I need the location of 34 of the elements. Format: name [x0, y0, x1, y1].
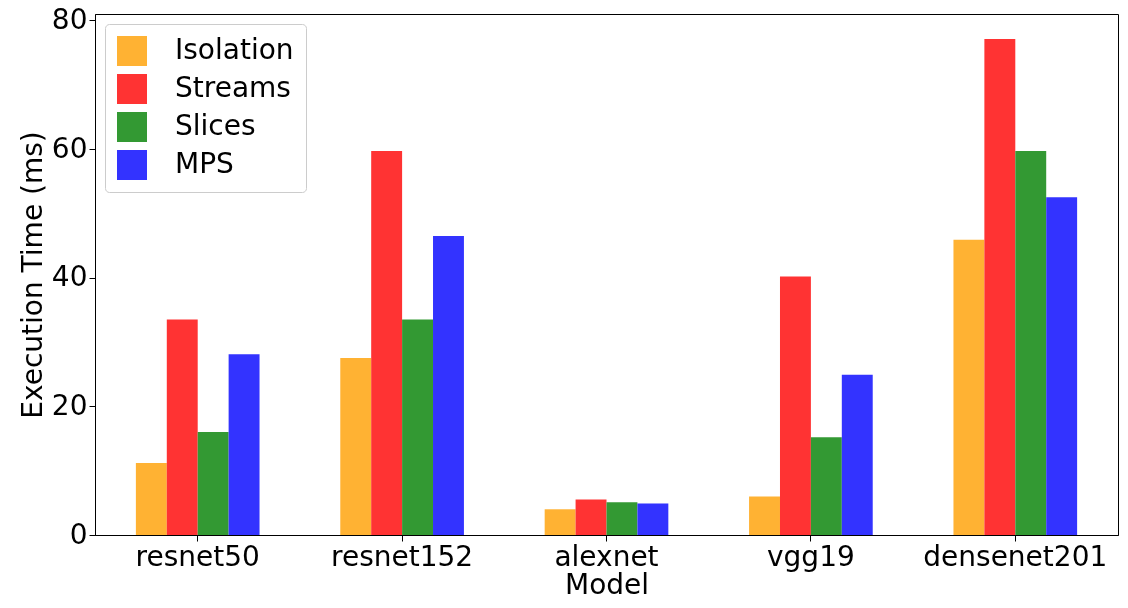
x-tick-label: densenet201 — [923, 539, 1108, 573]
bar — [197, 432, 229, 535]
bar — [166, 319, 198, 535]
x-tick-label: resnet152 — [331, 539, 474, 573]
bar — [135, 462, 167, 535]
bar — [1046, 197, 1078, 535]
bar — [544, 509, 576, 535]
legend-label: Slices — [175, 109, 256, 142]
bar — [953, 239, 985, 535]
y-tick-label: 80 — [51, 2, 88, 36]
y-tick-label: 40 — [51, 260, 88, 294]
bar — [575, 499, 607, 535]
bar — [637, 503, 669, 535]
y-tick-label: 0 — [69, 517, 88, 551]
legend-label: Streams — [175, 71, 291, 104]
bar — [841, 374, 873, 535]
bar — [340, 358, 372, 535]
legend-label: Isolation — [175, 33, 294, 66]
bar — [1015, 151, 1047, 535]
bar — [606, 502, 638, 535]
bar — [402, 319, 434, 535]
bar — [433, 235, 464, 535]
bar — [984, 39, 1016, 535]
x-tick-label: vgg19 — [767, 539, 855, 573]
bar — [779, 276, 811, 535]
y-tick-label: 60 — [51, 131, 88, 165]
bar — [228, 354, 260, 535]
x-tick-label: resnet50 — [135, 539, 260, 573]
bar — [371, 151, 403, 535]
y-tick-label: 20 — [51, 388, 88, 422]
legend-label: MPS — [175, 147, 234, 180]
bar — [749, 496, 780, 535]
bar — [810, 437, 842, 535]
y-axis-title: Execution Time (ms) — [15, 131, 49, 419]
